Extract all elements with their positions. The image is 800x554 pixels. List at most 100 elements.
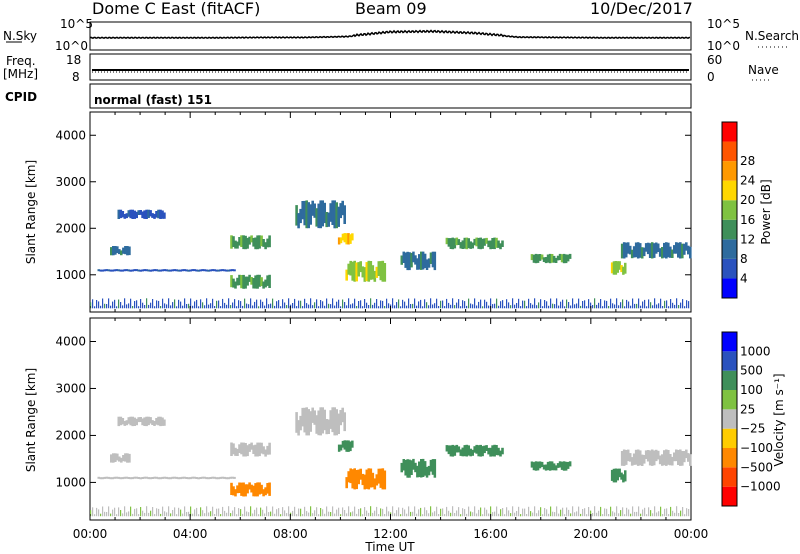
vel-speckle (288, 506, 290, 517)
power-cell (155, 211, 158, 218)
vel-speckle (650, 510, 652, 517)
vel-cell (109, 477, 113, 480)
power-speckle (252, 305, 254, 309)
power-cell (327, 212, 330, 227)
power-speckle (650, 302, 652, 309)
nave-label: Nave (748, 63, 779, 77)
power-speckle (576, 303, 578, 309)
vel-speckle (262, 509, 264, 517)
vel-cell (542, 464, 546, 470)
velocity-cbar-tick: 1000 (740, 344, 771, 358)
velocity-cbar-tick: −1000 (740, 480, 781, 494)
power-cell (191, 269, 194, 272)
vel-speckle (686, 508, 688, 517)
vel-cell (197, 477, 200, 480)
power-cell (610, 262, 614, 274)
power-cell (566, 254, 570, 262)
power-speckle (602, 306, 604, 309)
vel-speckle (228, 506, 230, 517)
power-speckle (616, 298, 618, 309)
vel-speckle (210, 511, 212, 517)
vel-speckle (654, 506, 656, 517)
vel-cell (421, 458, 425, 477)
vel-cell (225, 477, 228, 480)
power-speckle (174, 299, 176, 309)
power-cell (137, 269, 140, 272)
power-cell (159, 269, 162, 272)
power-cell (447, 238, 451, 247)
power-cell (671, 249, 674, 258)
power-speckle (680, 302, 682, 309)
power-cell (213, 269, 216, 272)
vel-cell (149, 477, 152, 480)
cpid-strip (89, 83, 692, 109)
ytick-label: 3000 (55, 175, 86, 189)
power-speckle (424, 299, 426, 309)
vel-cell (568, 461, 572, 467)
vel-speckle (162, 506, 164, 517)
power-speckle (274, 305, 276, 309)
power-cell (223, 269, 226, 272)
vel-speckle (102, 506, 104, 517)
vel-speckle (268, 512, 270, 517)
vel-speckle (312, 513, 314, 517)
power-cell (489, 240, 492, 250)
vel-speckle (658, 511, 660, 517)
power-cell (97, 269, 101, 272)
vel-cell (207, 477, 210, 480)
power-speckle (118, 299, 120, 309)
vel-speckle (478, 509, 480, 517)
velocity-cbar-cell (722, 467, 737, 487)
power-cbar-tick: 20 (740, 193, 755, 207)
vel-cell (477, 445, 480, 457)
vel-speckle (298, 508, 300, 517)
vel-cell (646, 450, 650, 462)
vel-cell (115, 476, 119, 479)
power-speckle (456, 302, 458, 309)
vel-cell (656, 450, 660, 460)
vel-cell (264, 487, 267, 496)
vel-speckle (146, 506, 148, 517)
power-cell (105, 269, 109, 272)
power-speckle (634, 303, 636, 309)
power-speckle (176, 306, 178, 309)
power-speckle (306, 303, 308, 309)
power-speckle (328, 303, 330, 309)
vel-cell (173, 476, 176, 479)
vel-cell (564, 461, 568, 471)
vel-speckle (340, 514, 342, 517)
vel-cell (638, 450, 642, 466)
vel-speckle (186, 512, 188, 517)
vel-speckle (150, 510, 152, 517)
vel-cell (630, 457, 634, 466)
power-speckle (218, 300, 220, 309)
vel-speckle (144, 512, 146, 517)
vel-speckle (196, 507, 198, 517)
power-speckle (444, 306, 446, 309)
vel-cell (349, 468, 352, 484)
vel-cell (232, 486, 235, 496)
vel-cell (246, 484, 249, 494)
vel-speckle (350, 512, 352, 517)
power-speckle (632, 298, 634, 309)
vel-cell (333, 407, 336, 436)
power-speckle (622, 299, 624, 309)
power-cell (135, 211, 138, 219)
power-speckle (158, 300, 160, 309)
power-speckle (152, 299, 154, 309)
power-cell (658, 248, 662, 257)
vel-speckle (132, 513, 134, 517)
power-speckle (638, 298, 640, 309)
vel-speckle (324, 513, 326, 517)
vel-cell (331, 407, 334, 433)
power-speckle (484, 299, 486, 309)
vel-speckle (608, 514, 610, 517)
vel-cell (675, 449, 678, 462)
power-speckle (460, 306, 462, 309)
vel-cell (221, 476, 224, 479)
xlabel: Time UT (364, 540, 415, 554)
vel-cell (471, 449, 474, 456)
power-speckle (678, 305, 680, 309)
power-speckle (472, 304, 474, 309)
